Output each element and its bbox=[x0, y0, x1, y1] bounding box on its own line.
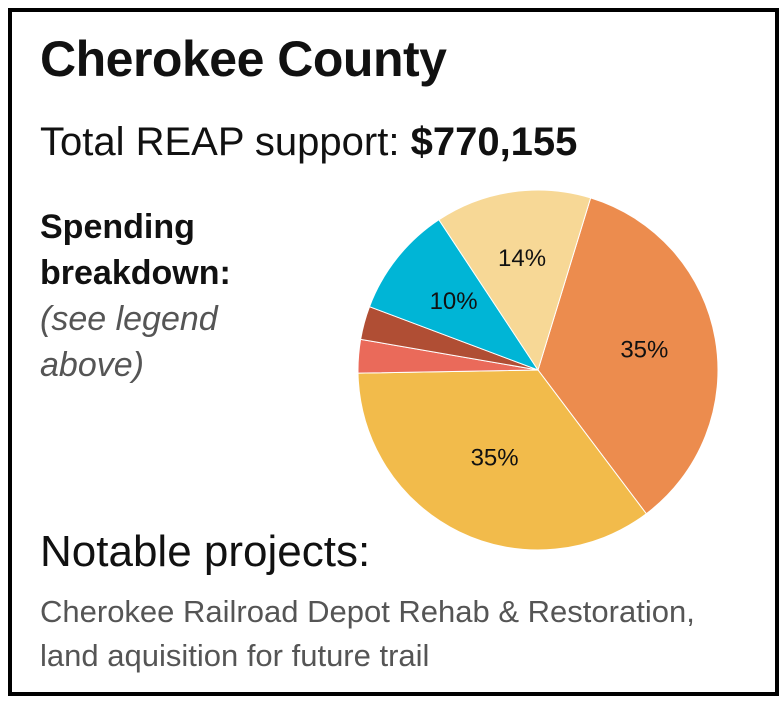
total-amount: $770,155 bbox=[410, 120, 578, 164]
pie-slice-1 bbox=[537, 197, 719, 515]
pie-slice-label-2: 35% bbox=[471, 444, 519, 471]
breakdown-line-1: Spending bbox=[40, 208, 195, 246]
legend-note: (see legend above) bbox=[40, 300, 218, 384]
pie-slice-label-6: 14% bbox=[498, 245, 546, 272]
breakdown-line-2: breakdown: bbox=[40, 254, 231, 292]
spending-breakdown-label: Spending breakdown: bbox=[40, 204, 280, 296]
county-title: Cherokee County bbox=[40, 31, 447, 87]
pie-slice-label-5: 10% bbox=[430, 288, 478, 315]
notable-projects-text: Cherokee Railroad Depot Rehab & Restorat… bbox=[40, 594, 695, 673]
total-support: Total REAP support: $770,155 bbox=[40, 122, 577, 162]
pie-slice-2 bbox=[357, 369, 648, 551]
total-label: Total REAP support: bbox=[40, 120, 411, 164]
pie-slice-5 bbox=[368, 219, 540, 372]
spending-pie-chart: 35%35%3%3%10%14% bbox=[357, 189, 719, 551]
card-frame bbox=[8, 8, 779, 696]
pie-slice-6 bbox=[438, 189, 592, 372]
pie-slice-label-1: 35% bbox=[620, 337, 668, 364]
notable-projects-heading: Notable projects: bbox=[40, 527, 371, 576]
